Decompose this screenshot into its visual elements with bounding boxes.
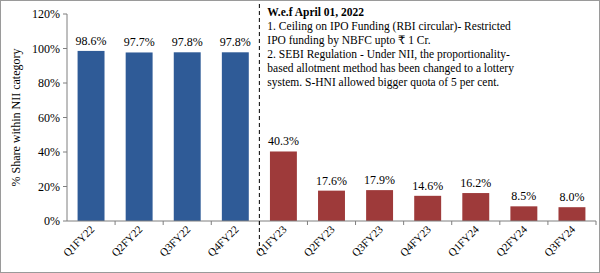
annotation: 2. SEBI Regulation - Under NII, the prop… <box>267 48 510 61</box>
bar <box>78 51 105 221</box>
bar <box>414 196 441 221</box>
data-label: 8.5% <box>511 189 536 203</box>
data-label: 8.0% <box>559 190 584 204</box>
x-tick <box>355 221 356 225</box>
annotation: based allotment method has been changed … <box>267 62 514 75</box>
y-axis-title: % Share within NII category <box>9 49 23 187</box>
y-tick-label: 100% <box>32 42 60 56</box>
x-tick-label: Q4FY23 <box>397 223 433 259</box>
bar <box>366 190 393 221</box>
separator <box>259 4 260 251</box>
data-label: 16.2% <box>460 176 491 190</box>
x-tick <box>115 221 116 225</box>
y-tick <box>63 83 67 84</box>
x-tick <box>596 221 597 225</box>
y-tick-label: 40% <box>38 145 60 159</box>
x-tick-label: Q4FY22 <box>205 223 241 259</box>
y-tick <box>63 186 67 187</box>
x-axis <box>67 221 596 222</box>
bars <box>78 51 586 221</box>
x-tick <box>403 221 404 225</box>
data-label: 17.9% <box>364 173 395 187</box>
data-label: 98.6% <box>76 34 107 48</box>
y-tick <box>63 221 67 222</box>
y-tick-label: 60% <box>38 111 60 125</box>
x-tick <box>163 221 164 225</box>
annotation: 1. Ceiling on IPO Funding (RBI circular)… <box>267 20 511 33</box>
bar <box>462 193 489 221</box>
bar <box>270 151 297 221</box>
annotation: W.e.f April 01, 2022 <box>267 6 364 19</box>
chart-frame <box>1 1 600 273</box>
x-tick-label: Q1FY22 <box>61 223 97 259</box>
y-tick-label: 20% <box>38 180 60 194</box>
chart: 0% 20% 40% 60% 80% 100% 120% Q1FY22 Q2FY22 Q3FY22… <box>0 0 600 273</box>
x-tick <box>547 221 548 225</box>
x-tick <box>211 221 212 225</box>
bar <box>558 207 585 221</box>
data-label: 14.6% <box>412 179 443 193</box>
x-tick <box>307 221 308 225</box>
y-tick <box>63 14 67 15</box>
bar <box>222 52 249 221</box>
x-tick-label: Q2FY23 <box>301 223 337 259</box>
data-label: 40.3% <box>268 134 299 148</box>
x-tick-label: Q2FY22 <box>109 223 145 259</box>
x-tick <box>451 221 452 225</box>
annotation: IPO funding by NBFC upto ₹ 1 Cr. <box>267 34 430 47</box>
x-tick-label: Q2FY24 <box>494 223 530 259</box>
annotation: system. S-HNI allowed bigger quota of 5 … <box>267 76 499 89</box>
data-label: 97.7% <box>124 35 155 49</box>
x-tick-label: Q3FY23 <box>349 223 385 259</box>
x-tick <box>499 221 500 225</box>
x-tick-label: Q1FY24 <box>445 223 481 259</box>
data-label: 97.8% <box>172 35 203 49</box>
y-tick <box>63 117 67 118</box>
x-tick-label: Q1FY23 <box>253 223 289 259</box>
bar <box>126 52 153 221</box>
y-tick-label: 120% <box>32 7 60 21</box>
bar <box>174 52 201 221</box>
y-tick-label: 80% <box>38 76 60 90</box>
data-label: 17.6% <box>316 174 347 188</box>
x-tick-label: Q3FY24 <box>542 223 578 259</box>
y-tick-label: 0% <box>44 214 60 228</box>
y-tick <box>63 48 67 49</box>
bar <box>510 206 537 221</box>
x-tick-label: Q3FY22 <box>157 223 193 259</box>
y-tick <box>63 152 67 153</box>
data-label: 97.8% <box>220 35 251 49</box>
bar <box>318 191 345 221</box>
